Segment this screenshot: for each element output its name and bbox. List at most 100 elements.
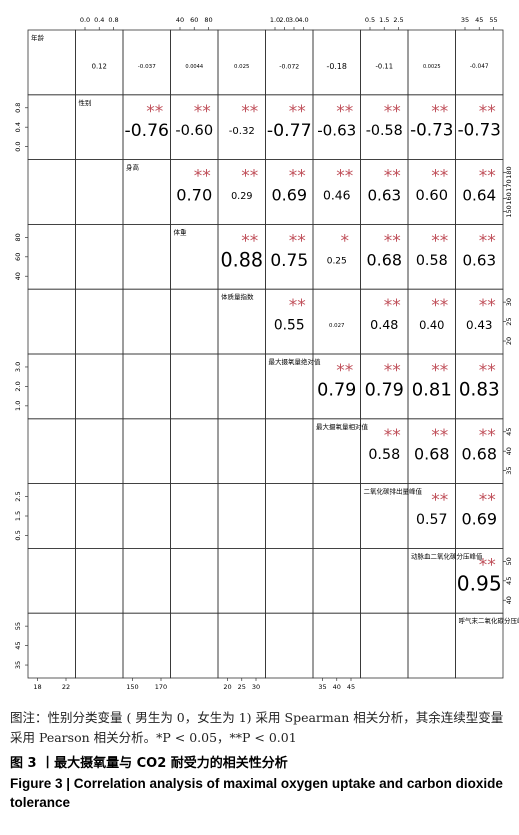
row-tick-label: 150	[505, 205, 513, 217]
variable-label: 性别	[79, 98, 92, 107]
correlation-value: 0.75	[270, 251, 308, 271]
panel	[27, 548, 76, 614]
significance-stars: **	[289, 231, 306, 251]
column-tick-label: 45	[347, 683, 355, 691]
column-tick-label: 40	[333, 683, 341, 691]
panel	[217, 418, 266, 484]
column-tick-label: 22	[62, 683, 70, 691]
panel	[27, 483, 76, 549]
variable-label: 体重	[174, 227, 188, 236]
row-tick-label: 20	[505, 337, 513, 345]
correlation-value: -0.32	[229, 126, 255, 137]
panel	[265, 548, 314, 614]
row-tick-label: 0.0	[14, 141, 22, 151]
significance-stars: **	[479, 426, 496, 446]
correlation-value: 0.57	[416, 512, 447, 528]
correlation-value: -0.77	[267, 121, 312, 141]
correlation-value: 0.79	[365, 380, 404, 400]
column-tick-label: 35	[318, 683, 326, 691]
correlation-value: 0.63	[462, 251, 496, 269]
row-tick-label: 0.8	[14, 103, 22, 113]
column-tick-label: 2.0	[279, 16, 289, 24]
panel	[170, 483, 219, 549]
panel	[170, 612, 219, 679]
row-tick-label: 35	[505, 466, 513, 474]
panel	[27, 223, 76, 290]
panel	[75, 353, 124, 420]
panel	[122, 353, 171, 420]
column-tick-label: 20	[223, 683, 231, 691]
row-tick-label: 45	[14, 641, 22, 649]
significance-stars: **	[336, 102, 353, 122]
column-tick-label: 60	[190, 16, 198, 24]
variable-label: 动脉血二氧化碳分压峰值	[411, 551, 483, 560]
correlation-value: 0.46	[323, 188, 351, 203]
significance-stars: **	[241, 167, 258, 187]
row-tick-label: 160	[505, 192, 513, 204]
correlation-value: 0.70	[176, 186, 212, 205]
panel	[170, 548, 219, 614]
significance-stars: **	[194, 167, 211, 187]
correlation-value: -0.63	[317, 122, 356, 140]
correlation-value: 0.12	[92, 62, 107, 70]
correlation-value: 0.0025	[423, 64, 441, 70]
correlation-value: -0.11	[375, 62, 393, 70]
significance-stars: **	[194, 102, 211, 122]
column-tick-label: 45	[475, 16, 483, 24]
correlation-value: 0.29	[231, 191, 252, 202]
variable-label: 二氧化碳排出量峰值	[364, 487, 423, 496]
correlation-value: 0.025	[234, 64, 249, 70]
row-tick-label: 1.0	[14, 401, 22, 411]
correlation-value: -0.072	[279, 63, 299, 70]
panel	[217, 353, 266, 420]
column-tick-label: 2.5	[393, 16, 403, 24]
panel	[217, 548, 266, 614]
panel	[122, 29, 171, 96]
column-tick-label: 170	[155, 683, 167, 691]
row-tick-label: 40	[505, 447, 513, 455]
correlation-value: 0.68	[462, 445, 497, 464]
significance-stars: **	[431, 426, 448, 446]
column-tick-label: 0.8	[108, 16, 118, 24]
significance-stars: **	[384, 102, 401, 122]
row-tick-label: 40	[505, 596, 513, 604]
correlation-value: 0.79	[317, 380, 356, 400]
variable-label: 年龄	[31, 33, 45, 42]
column-tick-label: 80	[204, 16, 212, 24]
variable-label: 最大摄氧量绝对值	[269, 357, 322, 366]
significance-stars: **	[479, 555, 496, 575]
significance-stars: **	[479, 167, 496, 187]
correlation-value: -0.73	[410, 120, 453, 140]
correlation-value: 0.58	[368, 447, 400, 463]
row-tick-label: 40	[14, 272, 22, 280]
correlation-value: 0.55	[274, 318, 305, 334]
correlation-value: 0.88	[220, 248, 263, 271]
significance-stars: **	[479, 361, 496, 381]
correlation-value: 0.69	[461, 510, 497, 529]
significance-stars: **	[336, 361, 353, 381]
row-tick-label: 45	[505, 428, 513, 436]
panel	[75, 159, 124, 225]
panel	[122, 418, 171, 484]
significance-stars: **	[384, 231, 401, 251]
row-tick-label: 2.0	[14, 381, 22, 391]
significance-stars: **	[431, 491, 448, 511]
column-tick-label: 150	[126, 683, 138, 691]
panel	[122, 548, 171, 614]
panel	[312, 548, 361, 614]
row-tick-label: 55	[14, 622, 22, 630]
significance-stars: **	[384, 426, 401, 446]
panel	[27, 94, 76, 161]
significance-stars: **	[479, 296, 496, 316]
column-tick-label: 4.0	[298, 16, 308, 24]
panel	[312, 483, 361, 549]
column-tick-label: 30	[252, 683, 260, 691]
figure-title-en: Figure 3 | Correlation analysis of maxim…	[10, 776, 503, 810]
column-tick-label: 55	[489, 16, 497, 24]
panel	[122, 483, 171, 549]
row-tick-label: 180	[505, 166, 513, 178]
significance-stars: **	[146, 102, 163, 122]
column-tick-label: 0.4	[94, 16, 104, 24]
correlation-value: 0.43	[466, 318, 492, 332]
